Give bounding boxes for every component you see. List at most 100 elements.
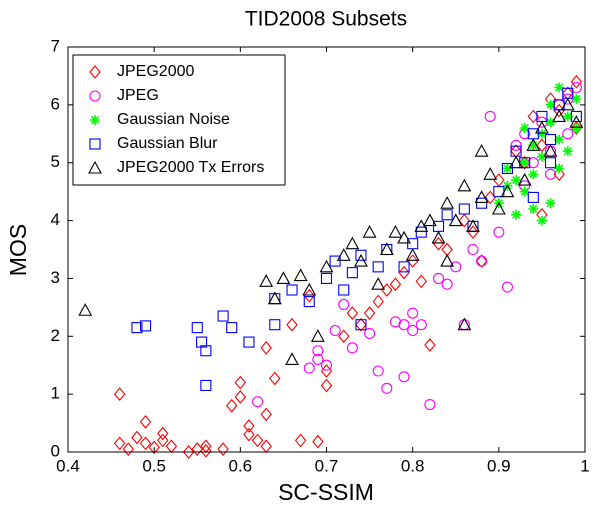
point xyxy=(260,340,272,355)
point xyxy=(560,97,575,111)
point xyxy=(234,375,247,390)
point xyxy=(562,128,574,140)
point xyxy=(493,226,505,238)
point xyxy=(544,168,557,180)
point xyxy=(354,253,368,267)
point xyxy=(243,336,255,348)
point xyxy=(543,143,558,157)
point xyxy=(78,303,93,316)
point xyxy=(398,371,410,383)
point xyxy=(267,291,282,305)
y-tick-label: 0 xyxy=(51,441,60,460)
point xyxy=(545,198,556,209)
point xyxy=(569,115,584,128)
point xyxy=(285,352,299,365)
point xyxy=(440,253,455,267)
point xyxy=(554,82,565,93)
point xyxy=(113,436,126,451)
point xyxy=(302,282,317,296)
point xyxy=(286,317,298,332)
point xyxy=(528,169,539,180)
point xyxy=(424,399,436,411)
point xyxy=(113,387,126,402)
point xyxy=(441,209,453,221)
point xyxy=(131,322,143,334)
point xyxy=(545,117,556,128)
point xyxy=(398,265,410,280)
point xyxy=(476,255,488,267)
point xyxy=(286,284,298,296)
point xyxy=(407,307,419,319)
x-tick-label: 0.8 xyxy=(401,456,425,475)
y-tick-label: 4 xyxy=(51,210,60,229)
point xyxy=(552,109,567,122)
point xyxy=(336,248,351,261)
point xyxy=(355,249,367,261)
point xyxy=(519,186,530,197)
point xyxy=(510,139,522,151)
legend-box xyxy=(72,54,286,186)
x-tick-label: 0.4 xyxy=(56,456,80,475)
point xyxy=(509,155,523,169)
point xyxy=(251,433,264,448)
point xyxy=(519,123,530,133)
point xyxy=(432,272,445,284)
point xyxy=(346,267,358,279)
point xyxy=(372,365,384,377)
point xyxy=(329,255,341,267)
point xyxy=(519,157,530,168)
point xyxy=(491,201,506,215)
y-tick-label: 6 xyxy=(51,94,60,113)
x-tick-label: 0.7 xyxy=(315,456,339,475)
point xyxy=(483,167,498,180)
point xyxy=(458,203,470,215)
point xyxy=(406,254,419,268)
point xyxy=(545,99,556,110)
legend-label: JPEG xyxy=(117,87,159,104)
point xyxy=(312,353,324,365)
point xyxy=(131,430,143,445)
point xyxy=(570,74,583,89)
point xyxy=(475,254,488,268)
point xyxy=(196,336,208,348)
x-tick-label: 0.6 xyxy=(229,456,253,475)
chart-title: TID2008 Subsets xyxy=(245,8,407,31)
point xyxy=(562,146,573,157)
legend: JPEG2000 JPEG Gaussian Noise Gaussian Blur J… xyxy=(72,54,286,186)
point xyxy=(534,120,549,134)
point xyxy=(243,419,255,433)
point xyxy=(346,342,358,354)
point xyxy=(528,204,539,214)
point xyxy=(554,163,565,174)
x-axis-label: SC-SSIM xyxy=(278,479,374,505)
legend-marker xyxy=(89,65,101,79)
point xyxy=(157,426,169,441)
point xyxy=(293,268,308,282)
legend-marker xyxy=(89,90,101,102)
point xyxy=(372,294,384,309)
point xyxy=(415,274,427,289)
point xyxy=(303,362,315,374)
point xyxy=(355,317,367,332)
point xyxy=(259,274,274,287)
point xyxy=(303,296,315,308)
point xyxy=(415,319,427,331)
point xyxy=(440,196,455,209)
point xyxy=(312,434,324,449)
point xyxy=(320,359,333,371)
y-tick-label: 7 xyxy=(51,36,60,55)
point xyxy=(389,277,402,292)
point xyxy=(217,310,229,322)
point xyxy=(458,213,471,228)
point xyxy=(432,236,445,251)
point xyxy=(511,209,522,220)
point xyxy=(502,163,513,174)
legend-label: JPEG2000 Tx Errors xyxy=(117,159,264,176)
point xyxy=(226,322,238,334)
point xyxy=(511,175,522,186)
point xyxy=(139,415,152,429)
point xyxy=(200,443,212,458)
legend-marker xyxy=(90,115,100,125)
point xyxy=(398,319,410,331)
